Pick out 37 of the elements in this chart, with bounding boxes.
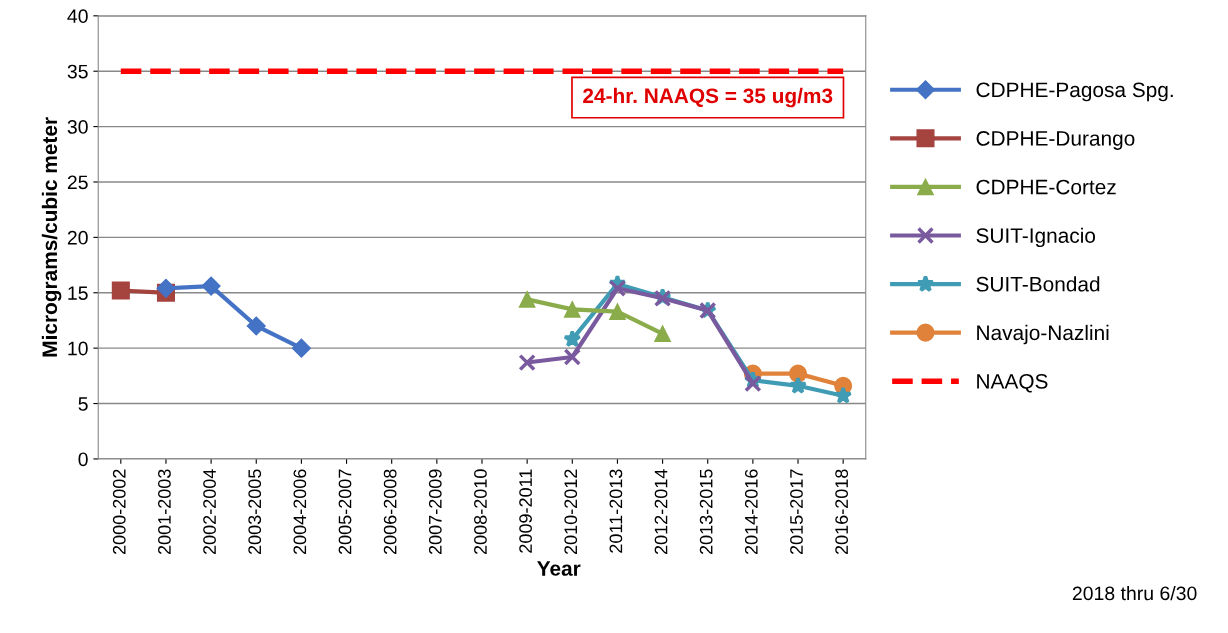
x-tick-label: 2006-2008 [383,469,397,555]
x-tick-label: 2007-2009 [428,469,442,555]
x-tick-label: 2008-2010 [474,469,487,555]
legend-label: SUIT-Bondad [976,276,1100,292]
legend-label: SUIT-Ignacio [976,227,1096,248]
x-tick-label: 2002-2004 [203,469,216,555]
x-tick-label: 2000-2002 [112,469,126,555]
y-axis-title: Micrograms/cubic meter [41,117,62,357]
legend-label: NAAQS [977,373,1048,393]
legend-label: CDPHE-Pagosa Spg. [976,82,1173,102]
x-tick-label: 2011-2013 [609,469,623,553]
y-tick-label: 40 [67,9,88,24]
x-tick-label: 2016-2018 [835,469,849,555]
legend-label: CDPHE-Durango [976,131,1135,150]
x-tick-label: 2015-2017 [790,469,803,555]
legend-label: Navajo-Nazlini [977,324,1109,345]
x-tick-label: 2003-2005 [248,469,262,555]
x-tick-label: 2014-2016 [744,469,758,555]
x-tick-label: 2001-2003 [158,469,171,555]
y-tick-label: 35 [67,64,88,79]
text: 2018 thru 6/30 [1072,585,1197,601]
x-tick-label: 2009-2011 [519,469,532,553]
x-tick-label: 2005-2007 [338,469,352,555]
y-tick-label: 5 [78,397,88,411]
annotation: 24-hr. NAAQS = 35 ug/m3 [583,87,833,108]
y-tick-label: 20 [67,230,88,245]
y-tick-label: 30 [67,120,88,134]
x-tick-label: 2004-2006 [293,469,307,555]
y-tick-label: 15 [68,286,88,300]
x-tick-label: 2010-2012 [564,469,578,555]
x-tick-label: 2012-2014 [654,469,668,555]
legend-label: CDPHE-Cortez [976,179,1116,195]
y-tick-label: 0 [78,452,88,467]
y-tick-label: 10 [68,341,88,356]
y-tick-label: 25 [67,175,88,190]
x-axis-title: Year [537,561,581,576]
x-tick-label: 2013-2015 [699,469,713,555]
